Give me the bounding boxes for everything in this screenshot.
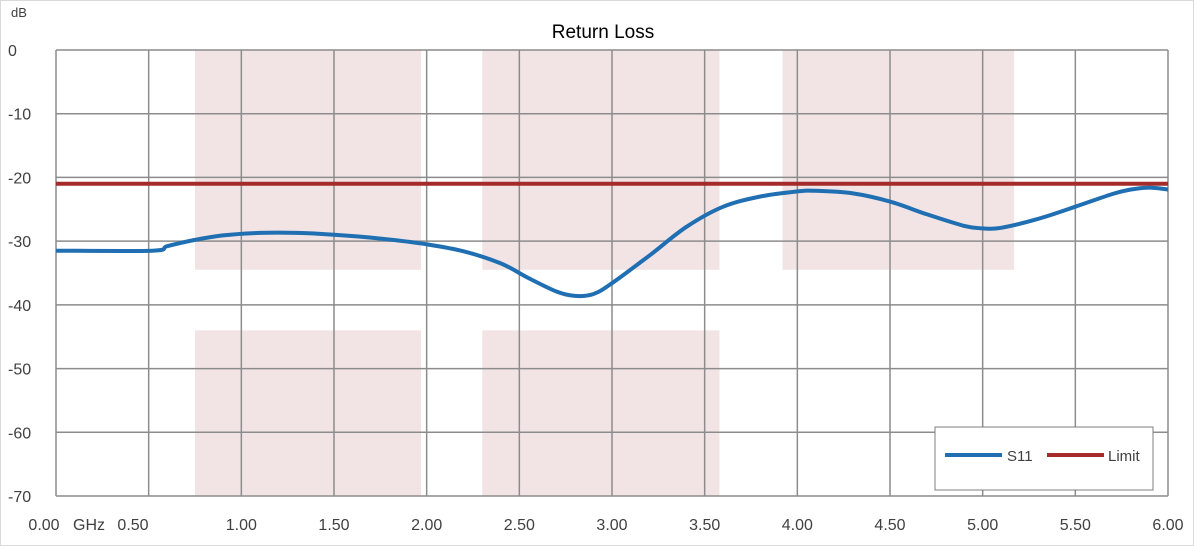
x-tick-label: 0.00 [28,517,59,534]
series-lines [55,181,1169,299]
y-tick-label: 0 [8,43,17,60]
y-tick-label: -30 [8,234,31,251]
y-tick-label: -10 [8,107,31,124]
x-tick-label: 3.50 [689,517,720,534]
x-tick-label: 1.00 [226,517,257,534]
shaded-region [482,330,720,496]
x-tick-label: 1.50 [318,517,349,534]
x-tick-label: 0.50 [117,517,148,534]
shaded-region [782,50,1015,270]
series-line-s11 [55,185,1169,299]
legend: S11 Limit [934,426,1154,491]
y-tick-label: -20 [8,170,31,187]
y-tick-label: -60 [8,425,31,442]
x-tick-label: 5.50 [1060,517,1091,534]
axes: 0.00 0.50 1.00 1.50 2.00 2.50 3.00 3.50 4.00 4.50… [8,43,1184,534]
y-tick-label: -40 [8,298,31,315]
y-tick-label: -50 [8,362,31,379]
x-tick-label: 3.00 [596,517,627,534]
legend-s11-label: S11 [1007,448,1033,465]
x-tick-label: 2.50 [504,517,535,534]
grid [55,49,1169,497]
legend-box [934,426,1154,491]
shaded-region [195,50,422,270]
x-tick-label: 2.00 [411,517,442,534]
y-axis-unit-label: dB [11,5,27,20]
x-tick-label: 4.50 [874,517,905,534]
x-tick-label: 5.00 [967,517,998,534]
shaded-region [195,330,422,496]
chart-title: Return Loss [552,22,654,43]
x-axis-unit-label: GHz [73,517,105,534]
x-tick-label: 4.00 [782,517,813,534]
y-tick-label: -70 [8,489,31,506]
legend-limit-label: Limit [1108,448,1141,465]
x-tick-label: 6.00 [1152,517,1183,534]
shaded-region [482,50,720,270]
